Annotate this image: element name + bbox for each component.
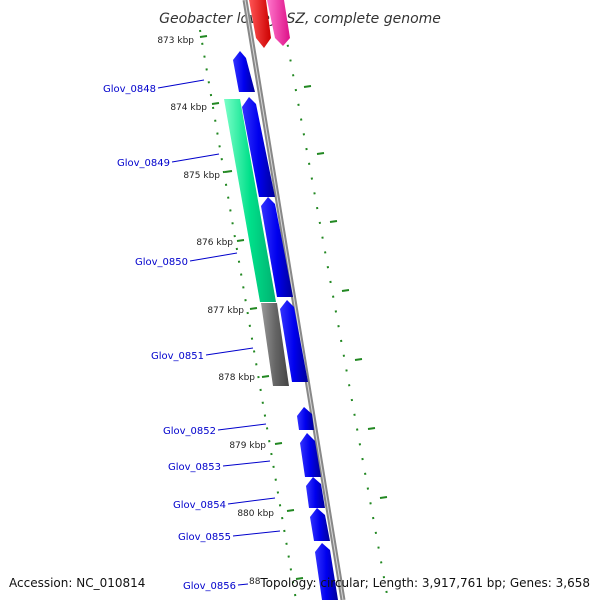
kbp-label-881: 88 (249, 577, 261, 587)
cds-arrow-0855[interactable] (310, 508, 330, 541)
feature-red[interactable] (249, 0, 271, 48)
kbp-label-878: 878 kbp (218, 373, 255, 383)
gene-label-glov-0851[interactable]: Glov_0851 (151, 351, 204, 362)
gene-label-glov-0856[interactable]: Glov_0856 (183, 581, 236, 592)
inner-tick-ruler (199, 29, 297, 601)
map-title: Geobacter lovleyi SZ, complete genome (159, 11, 441, 27)
outer-major-ticks (303, 85, 388, 499)
kbp-label-879: 879 kbp (229, 441, 266, 451)
gene-label-glov-0850[interactable]: Glov_0850 (135, 257, 188, 268)
topology-text: Topology: circular; Length: 3,917,761 bp… (259, 576, 590, 590)
feature-pink[interactable] (267, 0, 290, 46)
feature-gray[interactable] (261, 303, 289, 386)
kbp-label-875: 875 kbp (183, 171, 220, 181)
kbp-label-880: 880 kbp (237, 509, 274, 519)
kbp-ticks (199, 35, 304, 580)
kbp-label-876: 876 kbp (196, 238, 233, 248)
cds-arrow-0854[interactable] (306, 477, 325, 508)
gene-labels: Glov_0848 Glov_0849 Glov_0850 Glov_0851 … (103, 84, 236, 592)
cds-arrow-0851[interactable] (280, 300, 308, 382)
cds-arrow-0849-b[interactable] (261, 197, 293, 297)
gene-label-glov-0854[interactable]: Glov_0854 (173, 500, 226, 511)
gene-label-glov-0848[interactable]: Glov_0848 (103, 84, 156, 95)
backbone-inner (244, 0, 344, 601)
cds-arrow-0853[interactable] (300, 433, 321, 477)
accession-text: Accession: NC_010814 (9, 576, 145, 590)
feature-green-rrna[interactable] (224, 99, 276, 302)
cds-arrow-0848[interactable] (233, 51, 255, 92)
kbp-label-874: 874 kbp (170, 103, 207, 113)
gene-label-glov-0853[interactable]: Glov_0853 (168, 462, 221, 473)
gene-label-glov-0852[interactable]: Glov_0852 (163, 426, 216, 437)
cds-features (233, 51, 338, 600)
gene-label-lines (157, 79, 281, 586)
kbp-labels: 873 kbp 874 kbp 875 kbp 876 kbp 877 kbp … (157, 36, 274, 587)
cds-arrow-0856[interactable] (315, 543, 338, 600)
cds-arrow-0852[interactable] (297, 407, 314, 430)
gene-label-glov-0855[interactable]: Glov_0855 (178, 532, 231, 543)
cds-arrow-0849-a[interactable] (242, 97, 275, 197)
outer-tick-ruler (284, 29, 389, 601)
gene-label-glov-0849[interactable]: Glov_0849 (117, 158, 170, 169)
kbp-label-873: 873 kbp (157, 36, 194, 46)
kbp-label-877: 877 kbp (207, 306, 244, 316)
